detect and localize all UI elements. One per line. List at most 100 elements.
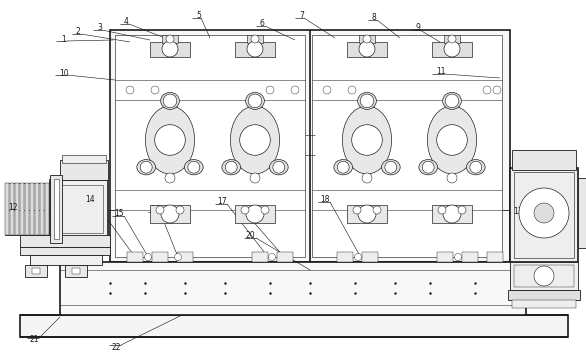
Circle shape	[251, 35, 259, 43]
Bar	[60, 160, 108, 180]
Circle shape	[352, 125, 382, 155]
Text: 6: 6	[260, 20, 265, 28]
Text: 16: 16	[150, 206, 159, 214]
Text: 22: 22	[111, 343, 121, 352]
Circle shape	[534, 266, 554, 286]
Text: 2: 2	[76, 28, 81, 36]
Circle shape	[455, 253, 462, 261]
Bar	[150, 42, 190, 57]
Ellipse shape	[137, 159, 155, 175]
Circle shape	[483, 86, 491, 94]
Bar	[65, 265, 87, 277]
Circle shape	[273, 161, 285, 173]
Circle shape	[246, 205, 264, 223]
Text: 5: 5	[196, 12, 201, 20]
Circle shape	[225, 161, 237, 173]
Bar	[20, 235, 110, 247]
Bar	[277, 252, 293, 262]
Bar	[347, 42, 387, 57]
Text: 9: 9	[415, 24, 420, 32]
Ellipse shape	[145, 106, 195, 174]
Text: 14: 14	[85, 195, 94, 205]
Circle shape	[458, 206, 466, 214]
Ellipse shape	[466, 159, 485, 175]
Circle shape	[268, 253, 275, 261]
Circle shape	[445, 94, 459, 108]
Circle shape	[534, 203, 554, 223]
Bar	[5, 183, 9, 235]
Circle shape	[438, 206, 446, 214]
Circle shape	[362, 173, 372, 183]
Text: 11: 11	[436, 67, 445, 76]
Text: 21: 21	[29, 336, 39, 344]
Bar	[235, 205, 275, 223]
Text: 12: 12	[8, 203, 18, 213]
Circle shape	[359, 41, 375, 57]
Bar	[20, 183, 24, 235]
Bar	[512, 300, 576, 308]
Ellipse shape	[357, 92, 376, 110]
Circle shape	[165, 173, 175, 183]
Bar	[337, 252, 353, 262]
Circle shape	[261, 206, 269, 214]
Bar	[247, 35, 263, 43]
Circle shape	[493, 86, 501, 94]
Circle shape	[161, 205, 179, 223]
Ellipse shape	[342, 106, 391, 174]
Circle shape	[437, 125, 467, 155]
Text: 10: 10	[59, 68, 69, 78]
Bar	[359, 35, 375, 43]
Bar	[40, 183, 44, 235]
Bar	[162, 35, 178, 43]
Bar	[72, 268, 80, 274]
Text: 18: 18	[320, 195, 329, 205]
Bar	[35, 183, 39, 235]
Circle shape	[338, 161, 349, 173]
Circle shape	[126, 86, 134, 94]
Circle shape	[385, 161, 397, 173]
Bar	[10, 183, 14, 235]
Ellipse shape	[185, 159, 203, 175]
Bar	[444, 35, 460, 43]
Ellipse shape	[161, 92, 179, 110]
Bar	[462, 252, 478, 262]
Bar	[512, 150, 576, 170]
Bar	[150, 205, 190, 223]
Circle shape	[241, 206, 249, 214]
Circle shape	[176, 206, 184, 214]
Circle shape	[323, 86, 331, 94]
Bar	[437, 252, 453, 262]
Bar	[115, 35, 305, 257]
Bar	[127, 252, 143, 262]
Bar	[177, 252, 193, 262]
Bar	[578, 178, 586, 248]
Circle shape	[151, 86, 159, 94]
Circle shape	[140, 161, 152, 173]
Text: 20: 20	[246, 232, 255, 241]
Circle shape	[348, 86, 356, 94]
Circle shape	[363, 35, 371, 43]
Ellipse shape	[246, 92, 264, 110]
Text: 15: 15	[114, 210, 124, 218]
Circle shape	[358, 205, 376, 223]
Circle shape	[447, 173, 457, 183]
Bar	[62, 155, 106, 163]
Circle shape	[373, 206, 381, 214]
Circle shape	[248, 94, 262, 108]
Circle shape	[166, 35, 174, 43]
Bar	[54, 179, 59, 239]
Circle shape	[162, 41, 178, 57]
Circle shape	[145, 253, 152, 261]
Circle shape	[444, 41, 460, 57]
Ellipse shape	[381, 159, 400, 175]
Ellipse shape	[270, 159, 288, 175]
Bar	[45, 183, 49, 235]
Circle shape	[156, 206, 164, 214]
Bar	[508, 290, 580, 300]
Circle shape	[155, 125, 185, 155]
Bar	[30, 255, 102, 265]
Bar	[487, 252, 503, 262]
Circle shape	[448, 35, 456, 43]
Bar	[432, 205, 472, 223]
Bar	[20, 315, 568, 337]
